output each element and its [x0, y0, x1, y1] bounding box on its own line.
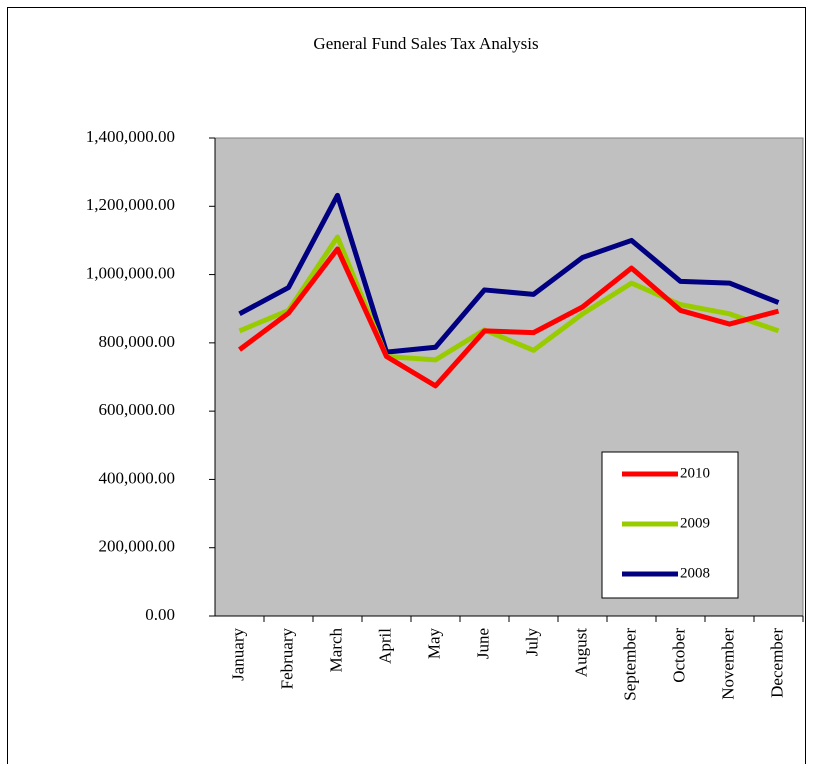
- y-tick-label: 1,200,000.00: [86, 195, 175, 214]
- x-tick-label: January: [228, 628, 247, 681]
- y-tick-label: 1,000,000.00: [86, 263, 175, 282]
- y-tick-label: 200,000.00: [99, 537, 176, 556]
- y-tick-label: 800,000.00: [99, 332, 176, 351]
- x-tick-label: May: [424, 628, 443, 660]
- x-tick-label: April: [375, 628, 394, 664]
- x-tick-label: August: [571, 628, 590, 677]
- series-line: [238, 246, 780, 389]
- series-line: [238, 192, 780, 355]
- legend-label: 2010: [680, 465, 710, 481]
- chart-title: General Fund Sales Tax Analysis: [313, 34, 538, 53]
- x-tick-label: February: [277, 628, 296, 690]
- y-tick-label: 600,000.00: [99, 400, 176, 419]
- x-tick-label: March: [326, 628, 345, 673]
- x-tick-label: July: [522, 628, 541, 657]
- x-tick-label: December: [767, 628, 786, 698]
- x-tick-label: October: [669, 628, 688, 683]
- series-line: [238, 234, 780, 363]
- legend-label: 2008: [680, 565, 710, 581]
- y-tick-label: 1,400,000.00: [86, 127, 175, 146]
- y-tick-label: 0.00: [145, 605, 175, 624]
- x-tick-label: November: [718, 628, 737, 700]
- x-tick-label: June: [473, 628, 492, 659]
- legend-label: 2009: [680, 515, 710, 531]
- y-tick-label: 400,000.00: [99, 468, 176, 487]
- x-tick-label: September: [620, 628, 639, 701]
